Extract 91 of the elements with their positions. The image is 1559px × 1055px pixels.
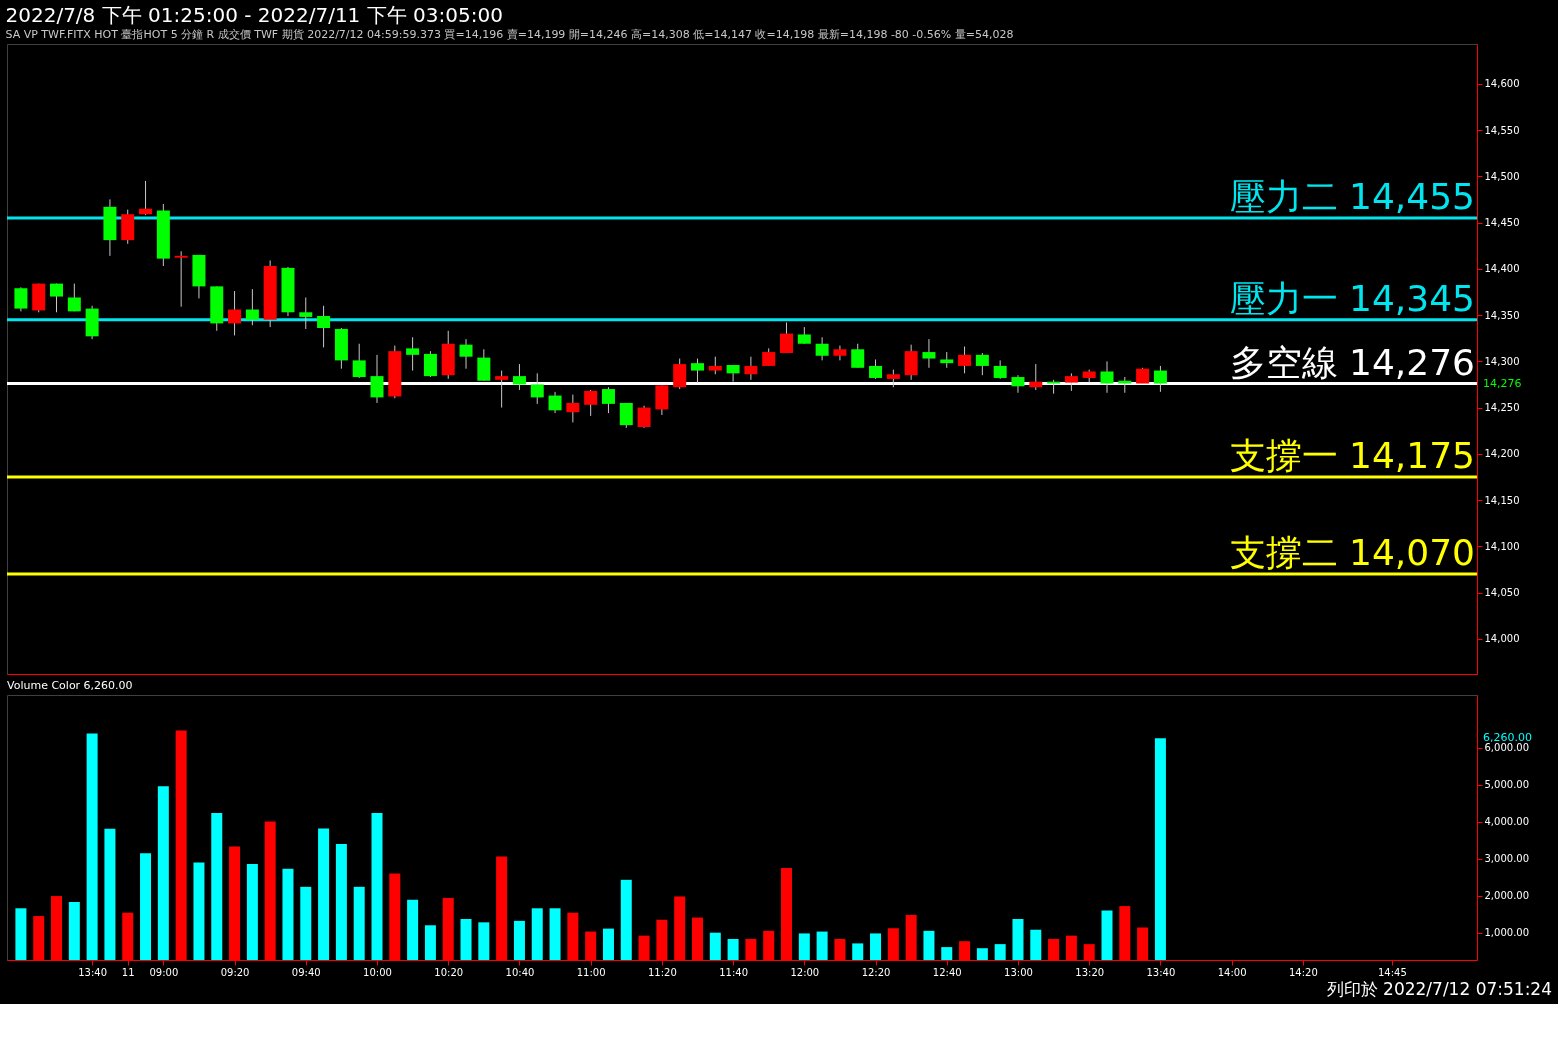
candlestick: [584, 389, 598, 417]
x-tick-label: 13:20: [1075, 966, 1105, 978]
x-tick-label: 10:20: [434, 966, 464, 978]
candlestick: [1153, 365, 1167, 393]
candlestick: [370, 354, 384, 404]
candlestick: [139, 180, 153, 216]
text: 列印於 2022/7/12 07:51:24: [1326, 979, 1552, 999]
candlestick: [245, 288, 259, 326]
y-tick-label: 14,100: [1484, 540, 1520, 552]
y-tick-label: 3,000.00: [1484, 853, 1530, 865]
candlestick: [690, 358, 704, 384]
candlestick: [352, 343, 366, 379]
candlestick: [67, 283, 81, 312]
x-tick-label: 13:40: [78, 966, 108, 978]
x-tick-label: 09:40: [291, 966, 321, 978]
ref-line-label: 支撐二 14,070: [1229, 532, 1475, 574]
candlestick: [975, 352, 989, 376]
y-tick-label: 14,000: [1484, 633, 1520, 645]
candlestick: [548, 391, 562, 414]
candlestick: [530, 372, 544, 405]
y-tick-label: 14,450: [1484, 217, 1520, 229]
y-tick-label: 14,350: [1484, 309, 1520, 321]
candlestick: [673, 358, 687, 390]
x-tick-label: 11:00: [576, 966, 606, 978]
candlestick: [601, 386, 615, 414]
candlestick: [869, 358, 883, 380]
x-tick-label: 14:20: [1288, 966, 1318, 978]
candlestick: [637, 405, 651, 429]
candlestick: [993, 359, 1007, 380]
x-tick-label: 10:00: [363, 966, 392, 978]
y-tick-label: 14,600: [1484, 78, 1520, 90]
y-tick-label: 5,000.00: [1484, 779, 1530, 791]
y-tick-label: 6,000.00: [1484, 742, 1530, 754]
text: 6,260.00: [1483, 731, 1532, 745]
y-tick-label: 14,300: [1484, 355, 1520, 367]
candlestick: [815, 336, 829, 361]
x-tick-label: 14:45: [1377, 966, 1407, 978]
x-tick-label: 12:40: [932, 966, 962, 978]
candlestick: [512, 363, 526, 391]
y-tick-label: 14,550: [1484, 124, 1520, 136]
y-tick-label: 14,200: [1484, 448, 1520, 460]
x-tick-label: 13:40: [1146, 966, 1176, 978]
x-tick-label: 11: [121, 966, 135, 978]
y-tick-label: 2,000.00: [1484, 890, 1530, 902]
candlestick: [566, 394, 580, 423]
candlestick: [1011, 374, 1025, 394]
candlestick: [228, 290, 242, 336]
ref-line-label: 多空線 14,276: [1229, 341, 1475, 383]
candlestick: [477, 348, 491, 382]
x-tick-label: 13:00: [1004, 966, 1033, 978]
y-tick-label: 4,000.00: [1484, 816, 1530, 828]
text: 14,276: [1483, 376, 1522, 390]
chart-title: 2022/7/8 下午 01:25:00 - 2022/7/11 下午 03:05:00: [5, 3, 503, 27]
y-tick-label: 14,400: [1484, 263, 1520, 275]
chart-subtitle: SA VP TWF.FITX HOT 臺指HOT 5 分鐘 R 成交價 TWF 期貨 2022/7/12 04:59:59.373 買=14,196 賣=14,199 開=14,246 高=14,308 低=14,147 收=14,198 最新=14,198 -80 -0.56% 量=54,028: [5, 28, 1014, 41]
candlestick: [726, 364, 740, 383]
candlestick: [851, 343, 865, 369]
chart-title: Volume Color 6,260.00: [7, 679, 133, 692]
candlestick: [495, 370, 509, 409]
x-tick-label: 09:00: [149, 966, 179, 978]
candlestick: [423, 350, 437, 378]
candlestick: [744, 356, 758, 381]
x-tick-label: 12:00: [790, 966, 820, 978]
candlestick: [406, 336, 420, 372]
x-tick-label: 11:40: [719, 966, 749, 978]
candlestick: [14, 286, 28, 312]
candlestick: [619, 402, 633, 429]
candlestick: [174, 250, 188, 308]
y-tick-label: 14,500: [1484, 170, 1520, 182]
x-tick-label: 09:20: [220, 966, 250, 978]
y-tick-label: 14,150: [1484, 494, 1520, 506]
candlestick: [459, 338, 473, 370]
candlestick: [50, 283, 64, 313]
candlestick: [780, 321, 794, 354]
y-tick-label: 14,250: [1484, 402, 1520, 414]
candlestick: [1029, 363, 1043, 391]
x-tick-label: 10:40: [505, 966, 535, 978]
candlestick: [833, 345, 847, 361]
y-tick-label: 1,000.00: [1484, 927, 1530, 939]
candlestick: [958, 346, 972, 374]
y-tick-label: 14,050: [1484, 587, 1520, 599]
candlestick: [317, 305, 331, 348]
x-tick-label: 12:20: [861, 966, 891, 978]
candlestick: [1100, 360, 1114, 394]
ref-line-label: 支撐一 14,175: [1229, 434, 1475, 476]
candlestick: [299, 296, 313, 330]
x-tick-label: 11:20: [647, 966, 677, 978]
ref-line-label: 壓力一 14,345: [1229, 277, 1475, 319]
x-tick-label: 14:00: [1217, 966, 1247, 978]
ref-line-label: 壓力二 14,455: [1229, 175, 1475, 217]
candlestick: [922, 338, 936, 369]
